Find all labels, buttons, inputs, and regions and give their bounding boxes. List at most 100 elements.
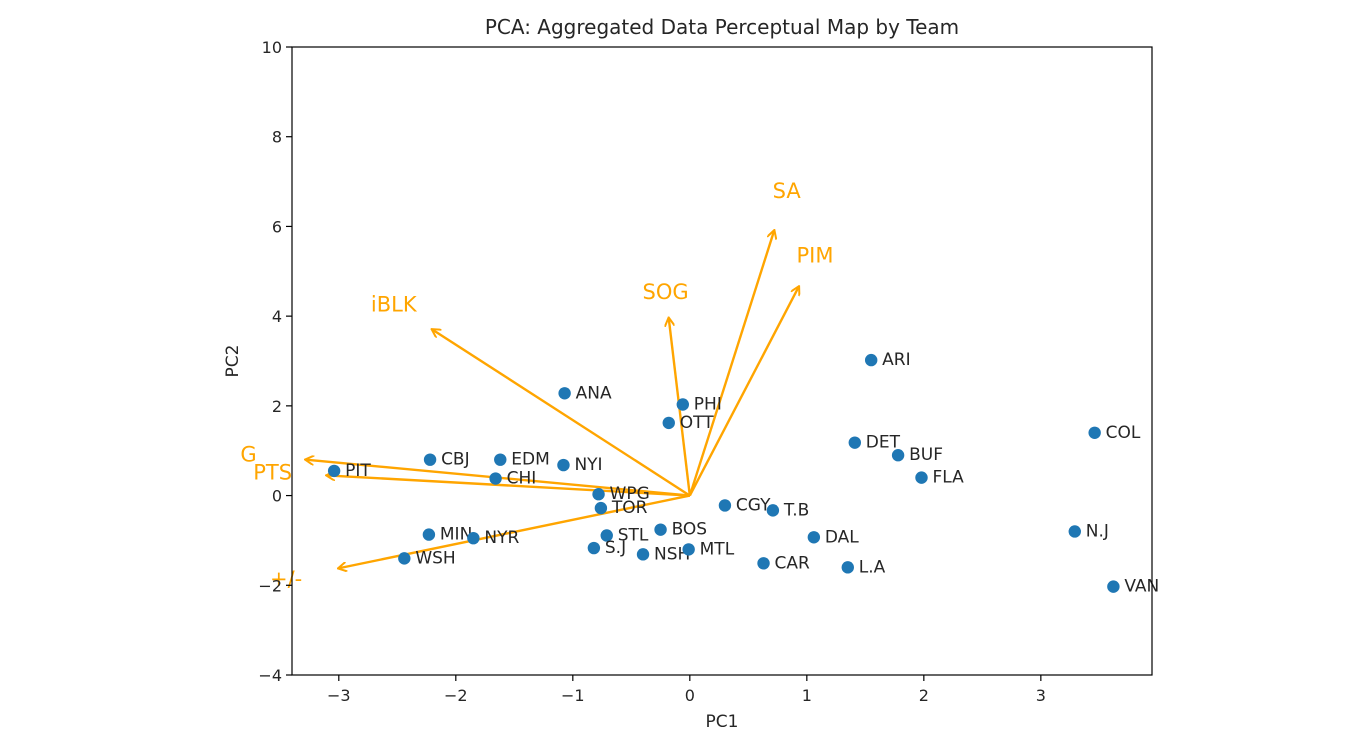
team-marker [662, 416, 675, 430]
team-point: VAN [1107, 577, 1159, 597]
team-label: ARI [882, 350, 910, 370]
team-point: BUF [891, 445, 943, 465]
team-label: DET [866, 433, 901, 453]
team-marker [467, 531, 480, 545]
team-marker [587, 541, 601, 555]
team-point: COL [1088, 423, 1141, 443]
loading-vector: SOG [643, 280, 692, 496]
team-point: ANA [558, 383, 612, 403]
team-marker [807, 531, 821, 544]
loading-arrow [432, 330, 691, 497]
team-point: DAL [807, 527, 859, 547]
team-point: OTT [662, 413, 714, 433]
team-label: WPG [610, 484, 650, 504]
loading-vector: iBLK [371, 293, 691, 497]
team-point: EDM [494, 450, 550, 470]
x-tick-label: 0 [685, 686, 695, 705]
team-marker [1088, 426, 1101, 439]
x-tick-label: −3 [327, 686, 351, 705]
team-point: WPG [592, 484, 650, 504]
loading-vector: +/- [270, 494, 691, 591]
team-label: MTL [700, 539, 735, 559]
team-point: S.J [587, 538, 626, 558]
loading-label: SOG [643, 280, 689, 304]
team-marker [676, 398, 690, 411]
team-marker [718, 499, 732, 512]
team-point: FLA [915, 468, 964, 488]
team-label: N.J [1086, 521, 1109, 541]
x-tick-label: 3 [1036, 686, 1046, 705]
team-marker [594, 501, 608, 515]
team-point: PIT [327, 461, 371, 481]
team-marker [1068, 525, 1081, 538]
team-point: ARI [864, 350, 911, 370]
y-tick-label: 6 [272, 217, 282, 236]
team-label: TOR [611, 498, 648, 518]
loading-label: iBLK [371, 293, 418, 317]
team-point: MTL [682, 539, 735, 559]
loading-vector: SA [688, 179, 802, 496]
team-marker [592, 488, 605, 501]
loading-vector: PTS [253, 460, 690, 497]
loading-label: G [240, 442, 256, 466]
team-label: PIT [345, 461, 371, 481]
x-tick-label: −1 [561, 686, 585, 705]
x-axis: −3 −2 −1 0 1 2 3 [327, 675, 1046, 705]
loading-arrow [688, 287, 799, 497]
loading-label: PTS [253, 460, 292, 484]
team-label: FLA [932, 468, 964, 488]
team-label: CAR [775, 553, 810, 573]
y-tick-label: 2 [272, 397, 282, 416]
loading-arrow [688, 231, 774, 496]
team-marker [398, 552, 411, 565]
team-label: OTT [680, 413, 714, 433]
y-axis: −4 −2 0 2 4 6 8 10 [258, 38, 292, 685]
loading-label: SA [773, 179, 802, 203]
team-label: CHI [507, 469, 537, 489]
team-marker [864, 353, 878, 367]
team-marker [423, 453, 437, 466]
team-marker [682, 543, 695, 556]
team-point: CBJ [423, 450, 470, 470]
team-label: T.B [783, 500, 809, 520]
team-marker [494, 453, 507, 466]
team-marker [422, 528, 436, 541]
team-marker [327, 464, 341, 478]
team-marker [636, 548, 650, 561]
team-label: NYR [484, 528, 519, 548]
team-point: CAR [757, 553, 810, 573]
y-tick-label: −4 [258, 666, 282, 685]
team-label: VAN [1124, 577, 1159, 597]
team-point: T.B [766, 500, 809, 520]
team-label: MIN [440, 525, 472, 545]
x-tick-label: −2 [444, 686, 468, 705]
y-tick-label: 8 [272, 128, 282, 147]
team-marker [600, 529, 613, 542]
team-marker [848, 436, 862, 449]
team-label: CGY [736, 495, 771, 515]
chart-title: PCA: Aggregated Data Perceptual Map by T… [485, 15, 959, 39]
team-marker [841, 561, 854, 574]
team-point: PHI [676, 395, 722, 415]
loading-label: PIM [796, 244, 833, 268]
team-label: NYI [574, 455, 602, 475]
team-point: WSH [398, 548, 456, 568]
team-label: NSH [654, 544, 690, 564]
team-point: STL [600, 525, 649, 545]
x-axis-label: PC1 [706, 712, 739, 732]
loading-vector: PIM [688, 244, 833, 497]
team-marker [1107, 580, 1120, 593]
team-label: WSH [415, 548, 455, 568]
team-point: N.J [1068, 521, 1109, 541]
team-point: NYI [557, 455, 603, 475]
team-point: MIN [422, 525, 472, 545]
team-label: CBJ [441, 450, 470, 470]
team-marker [915, 471, 928, 484]
y-axis-label: PC2 [223, 345, 243, 378]
team-marker [766, 504, 780, 517]
x-tick-label: 1 [802, 686, 812, 705]
team-label: BUF [909, 445, 943, 465]
team-point: TOR [594, 498, 648, 518]
